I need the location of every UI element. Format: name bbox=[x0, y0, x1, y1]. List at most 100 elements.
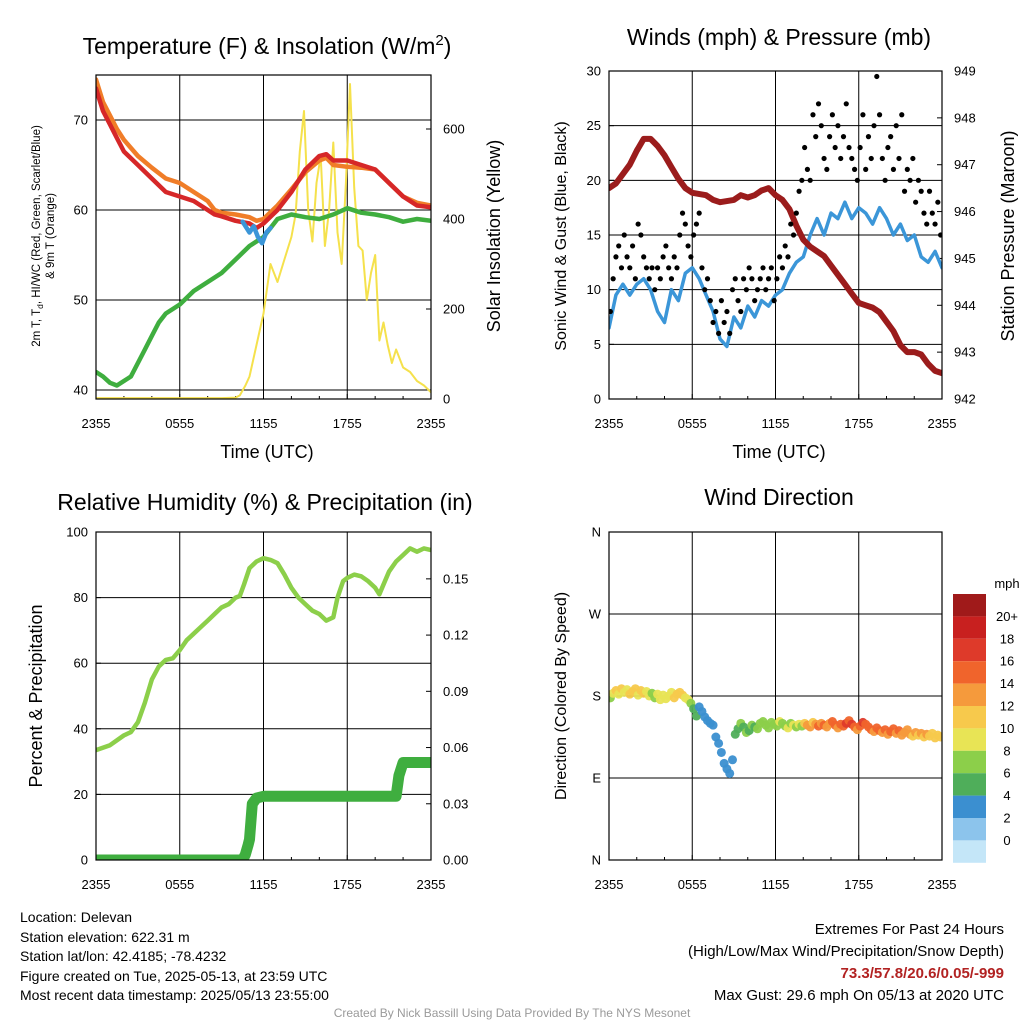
station-info: Location: Delevan Station elevation: 622… bbox=[20, 908, 329, 1006]
y-tick-label-left: 10 bbox=[587, 282, 601, 297]
gust-point bbox=[790, 232, 797, 238]
gust-point bbox=[840, 134, 847, 140]
x-tick-label: 2355 bbox=[928, 877, 957, 892]
station-latlon: Station lat/lon: 42.4185; -78.4232 bbox=[20, 948, 227, 964]
legend-label: 4 bbox=[1003, 788, 1010, 803]
y-tick-label-left: S bbox=[592, 689, 601, 704]
recent-data-timestamp: Most recent data timestamp: 2025/05/13 2… bbox=[20, 987, 329, 1003]
y-tick-label-left: 50 bbox=[74, 293, 88, 308]
gust-point bbox=[876, 112, 883, 118]
speed-color-legend: mph 20+ 18 16 14 12 10 8 6 4 2 0 bbox=[953, 576, 1020, 863]
gust-point bbox=[610, 276, 616, 282]
legend-label: 18 bbox=[1000, 631, 1014, 646]
legend-swatch bbox=[953, 818, 986, 841]
y-tick-label-left: 80 bbox=[74, 590, 88, 605]
x-tick-label: 1755 bbox=[333, 877, 362, 892]
gust-point bbox=[882, 177, 888, 183]
gust-point bbox=[904, 166, 910, 172]
temperature-right-axis-label: Solar Insolation (Yellow) bbox=[484, 140, 504, 332]
x-tick-label: 2355 bbox=[82, 877, 111, 892]
gust-point bbox=[846, 144, 852, 151]
max-gust: Max Gust: 29.6 mph On 05/13 at 2020 UTC bbox=[713, 987, 1004, 1004]
y-tick-label-left: 5 bbox=[594, 337, 601, 352]
y-tick-label-right: 944 bbox=[954, 298, 976, 313]
gust-point bbox=[799, 177, 805, 183]
gust-point bbox=[641, 254, 647, 260]
gust-point bbox=[643, 265, 650, 271]
gust-point bbox=[609, 308, 613, 315]
gust-point bbox=[899, 112, 905, 118]
gust-point bbox=[732, 276, 738, 282]
gust-point bbox=[624, 254, 630, 260]
gust-point bbox=[635, 221, 641, 227]
legend-swatch bbox=[953, 683, 986, 706]
gust-point bbox=[768, 265, 774, 271]
gust-point bbox=[710, 319, 716, 326]
gust-point bbox=[716, 330, 722, 336]
gust-point bbox=[738, 308, 744, 315]
extremes-heading: Extremes For Past 24 Hours bbox=[814, 921, 1004, 938]
y-tick-label-left: 25 bbox=[587, 118, 601, 133]
gust-point bbox=[913, 199, 919, 205]
legend-label: 20+ bbox=[996, 609, 1018, 624]
gust-point bbox=[718, 298, 724, 304]
gust-point bbox=[796, 188, 802, 194]
y-tick-label-left: N bbox=[592, 525, 601, 540]
series-line bbox=[609, 135, 942, 377]
y-tick-label-left: 40 bbox=[74, 721, 88, 736]
gust-point bbox=[849, 155, 855, 162]
gust-point bbox=[729, 287, 736, 293]
gust-point bbox=[893, 123, 899, 129]
temperature-chart-title: Temperature (F) & Insolation (W/m2) bbox=[83, 32, 452, 59]
winds-panel: Winds (mph) & Pressure (mb) Time (UTC) S… bbox=[553, 24, 1018, 462]
y-tick-label-left: 40 bbox=[74, 383, 88, 398]
winds-left-axis-label: Sonic Wind & Gust (Blue, Black) bbox=[553, 121, 570, 350]
x-tick-label: 1155 bbox=[250, 416, 278, 431]
legend-label: 6 bbox=[1003, 766, 1010, 781]
direction-point bbox=[708, 720, 718, 730]
gust-point bbox=[838, 155, 844, 162]
gust-point bbox=[832, 144, 838, 151]
gust-point bbox=[804, 166, 811, 172]
gust-point bbox=[638, 232, 644, 238]
gust-point bbox=[890, 166, 897, 172]
y-tick-label-left: 70 bbox=[74, 113, 88, 128]
gust-point bbox=[752, 298, 758, 304]
gust-point bbox=[821, 155, 827, 162]
gust-point bbox=[854, 177, 860, 183]
gust-point bbox=[699, 265, 705, 271]
gust-point bbox=[707, 298, 713, 304]
legend-swatch bbox=[953, 795, 986, 818]
extremes-values: 73.3/57.8/20.6/0.05/-999 bbox=[840, 965, 1004, 982]
plot-area bbox=[96, 77, 431, 399]
gust-point bbox=[874, 73, 880, 80]
plot-frame bbox=[95, 74, 432, 400]
legend-swatch bbox=[953, 840, 986, 863]
gust-point bbox=[915, 177, 922, 183]
gust-point bbox=[802, 144, 808, 151]
gust-point bbox=[763, 287, 769, 293]
gust-point bbox=[829, 112, 835, 118]
humidity-chart-title: Relative Humidity (%) & Precipitation (i… bbox=[57, 489, 472, 515]
gust-point bbox=[918, 188, 924, 194]
x-tick-label: 0555 bbox=[678, 877, 707, 892]
gust-point bbox=[851, 166, 858, 172]
legend-swatch bbox=[953, 616, 986, 639]
x-tick-label: 1155 bbox=[250, 877, 278, 892]
gust-point bbox=[813, 134, 819, 140]
gust-point bbox=[727, 330, 733, 336]
temperature-x-axis-label: Time (UTC) bbox=[220, 442, 313, 462]
wind-direction-chart-title: Wind Direction bbox=[704, 484, 854, 510]
y-tick-label-left: 0 bbox=[81, 853, 88, 868]
y-tick-label-right: 0.15 bbox=[443, 571, 468, 586]
x-tick-label: 2355 bbox=[417, 416, 446, 431]
gust-point bbox=[691, 232, 697, 238]
y-tick-label-right: 0.06 bbox=[443, 740, 468, 755]
gust-point bbox=[907, 177, 913, 183]
gust-point bbox=[896, 155, 902, 162]
gust-point bbox=[777, 254, 783, 260]
gust-point bbox=[860, 112, 866, 118]
gust-point bbox=[616, 243, 622, 249]
y-tick-label-right: 400 bbox=[443, 212, 465, 227]
x-tick-label: 0555 bbox=[678, 416, 707, 431]
